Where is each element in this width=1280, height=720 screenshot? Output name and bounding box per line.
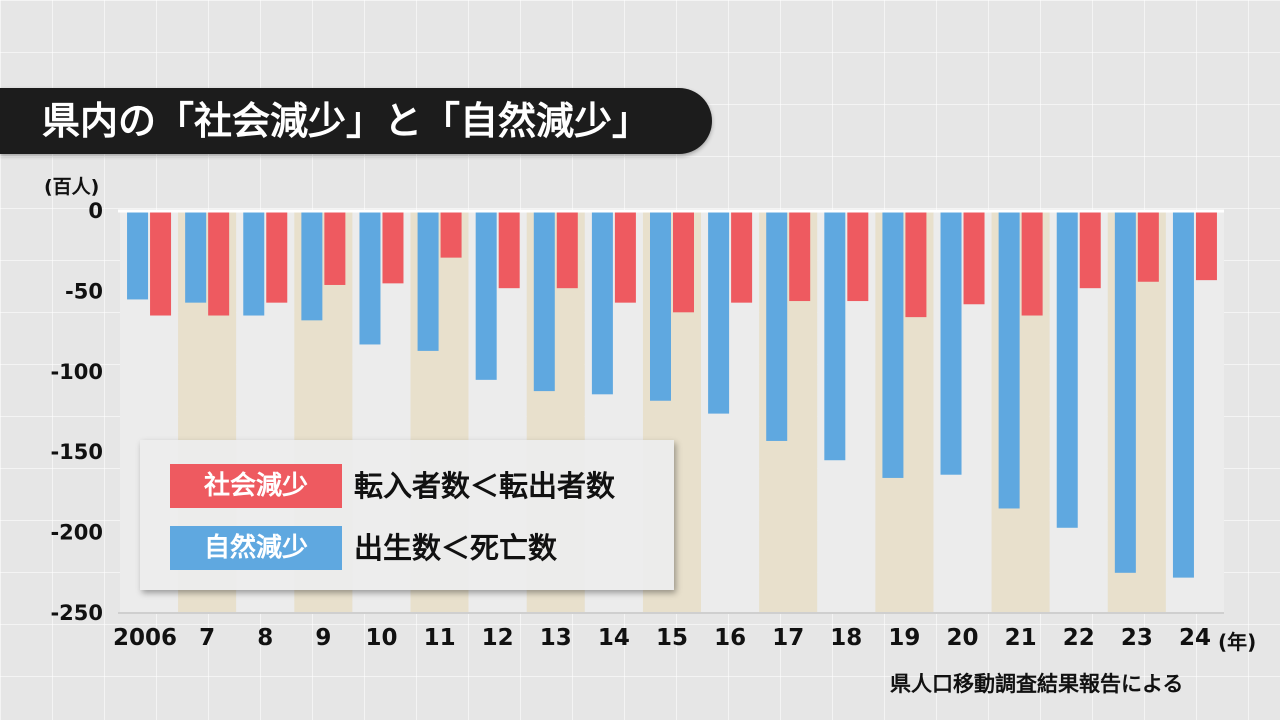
- x-tick-label: 11: [424, 625, 456, 651]
- bar-natural-decrease: [998, 211, 1020, 509]
- bar-natural-decrease: [301, 211, 323, 321]
- x-tick-label: 10: [365, 625, 397, 651]
- bar-natural-decrease: [185, 211, 207, 303]
- bar-social-decrease: [905, 211, 927, 318]
- bar-natural-decrease: [533, 211, 555, 392]
- y-unit-label: (百人): [44, 176, 100, 198]
- bar-social-decrease: [1195, 211, 1217, 281]
- x-tick-label: 23: [1121, 625, 1153, 651]
- bar-natural-decrease: [1172, 211, 1194, 578]
- legend-desc-social: 転入者数＜転出者数: [354, 469, 616, 503]
- bar-series: [127, 211, 1217, 578]
- x-axis-ticks: 2006 7 8 9 10 11 12 13 14 15 16 17 18 19 20 21 22 23 24: [113, 625, 1211, 651]
- bar-social-decrease: [266, 211, 288, 303]
- x-tick-label: 21: [1005, 625, 1037, 651]
- x-axis-unit: (年): [1218, 630, 1257, 654]
- y-tick-label: -250: [50, 601, 103, 625]
- bar-social-decrease: [498, 211, 520, 289]
- x-tick-label: 24: [1179, 625, 1211, 651]
- x-tick-label: 13: [540, 625, 572, 651]
- legend: 社会減少 転入者数＜転出者数 自然減少 出生数＜死亡数: [140, 440, 674, 590]
- legend-desc-natural: 出生数＜死亡数: [354, 531, 558, 565]
- legend-swatch-social: 社会減少: [170, 464, 342, 508]
- x-tick-label: 15: [656, 625, 688, 651]
- bar-social-decrease: [1137, 211, 1159, 282]
- bar-social-decrease: [731, 211, 753, 303]
- chart-title: 県内の「社会減少」と「自然減少」: [42, 99, 651, 143]
- x-tick-label: 9: [315, 625, 331, 651]
- bar-social-decrease: [440, 211, 462, 258]
- x-tick-label: 22: [1063, 625, 1095, 651]
- bar-social-decrease: [614, 211, 636, 303]
- x-tick-label: 17: [772, 625, 804, 651]
- bar-natural-decrease: [243, 211, 265, 316]
- x-tick-label: 18: [830, 625, 862, 651]
- y-tick-label: -150: [50, 440, 103, 464]
- y-axis-ticks: 0 -50 -100 -150 -200 -250: [50, 199, 103, 625]
- source-note: 県人口移動調査結果報告による: [890, 672, 1184, 696]
- y-tick-label: 0: [88, 199, 103, 223]
- bar-social-decrease: [556, 211, 578, 289]
- x-tick-label: 12: [482, 625, 514, 651]
- bar-social-decrease: [208, 211, 230, 316]
- bar-natural-decrease: [766, 211, 788, 441]
- bar-natural-decrease: [127, 211, 149, 300]
- bar-natural-decrease: [1114, 211, 1136, 573]
- bar-social-decrease: [150, 211, 172, 316]
- legend-swatch-natural: 自然減少: [170, 526, 342, 570]
- y-tick-label: -50: [65, 279, 103, 303]
- bar-social-decrease: [789, 211, 811, 302]
- title-banner: 県内の「社会減少」と「自然減少」: [0, 88, 712, 154]
- bar-natural-decrease: [650, 211, 671, 401]
- bar-natural-decrease: [940, 211, 962, 475]
- bar-natural-decrease: [824, 211, 846, 461]
- bar-social-decrease: [1021, 211, 1043, 316]
- y-tick-label: -200: [50, 521, 103, 545]
- bar-natural-decrease: [475, 211, 497, 380]
- x-tick-label: 14: [598, 625, 630, 651]
- bar-social-decrease: [673, 211, 694, 313]
- bar-social-decrease: [324, 211, 346, 285]
- bar-social-decrease: [1079, 211, 1101, 289]
- bar-natural-decrease: [882, 211, 904, 478]
- x-tick-label: 19: [888, 625, 920, 651]
- x-tick-label: 2006: [113, 625, 177, 651]
- x-tick-label: 7: [199, 625, 215, 651]
- bar-natural-decrease: [417, 211, 439, 351]
- bar-social-decrease: [847, 211, 869, 302]
- x-tick-label: 8: [257, 625, 273, 651]
- x-tick-label: 16: [714, 625, 746, 651]
- x-tick-label: 20: [947, 625, 979, 651]
- bar-natural-decrease: [591, 211, 613, 395]
- bar-natural-decrease: [708, 211, 730, 414]
- bar-social-decrease: [382, 211, 404, 284]
- bar-natural-decrease: [359, 211, 381, 345]
- bar-social-decrease: [963, 211, 985, 305]
- y-tick-label: -100: [50, 360, 103, 384]
- bar-natural-decrease: [1056, 211, 1078, 528]
